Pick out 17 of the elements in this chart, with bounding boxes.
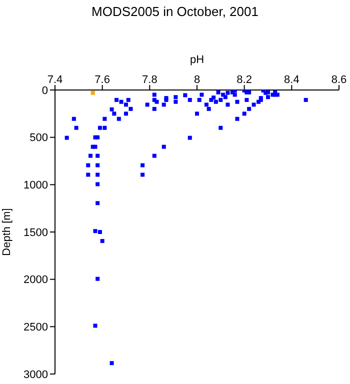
y-tick-label: 0 <box>42 84 48 97</box>
x-tick-label: 8.2 <box>236 74 252 86</box>
chart-title: MODS2005 in October, 2001 <box>90 4 260 19</box>
y-tick-label: 3000 <box>24 368 48 381</box>
y-tick-label: 500 <box>30 132 48 144</box>
y-tick-label: 2000 <box>24 274 48 286</box>
x-axis-title: pH <box>188 54 206 66</box>
x-tick-label: 7.4 <box>47 74 63 86</box>
y-tick-label: 2500 <box>24 322 48 334</box>
x-tick-label: 8 <box>194 74 200 86</box>
y-tick-label: 1000 <box>24 180 48 192</box>
x-tick-label: 8.6 <box>331 74 347 86</box>
x-tick-label: 7.6 <box>94 74 110 86</box>
y-tick-label: 1500 <box>24 226 48 239</box>
y-axis-title: Depth [m] <box>1 208 13 256</box>
x-tick-label: 7.8 <box>142 74 158 86</box>
x-tick-label: 8.4 <box>284 74 300 86</box>
